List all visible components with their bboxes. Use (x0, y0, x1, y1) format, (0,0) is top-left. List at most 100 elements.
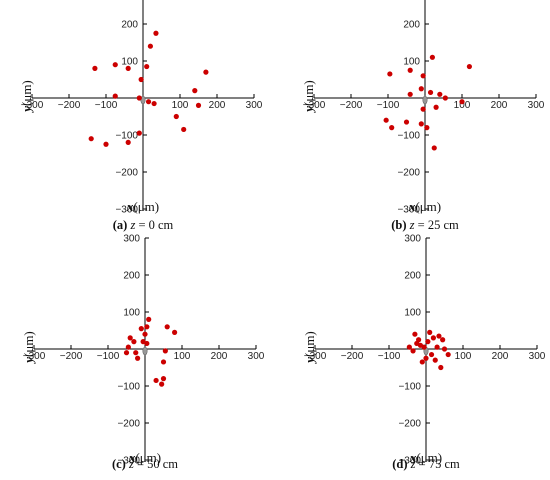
data-point (403, 119, 410, 125)
y-tick-label: −200 (117, 419, 140, 430)
x-tick-label: −300 (303, 100, 326, 111)
data-point (127, 335, 133, 341)
y-tick-label: 100 (403, 57, 420, 68)
data-point (466, 63, 472, 70)
data-point (146, 316, 152, 322)
data-point (136, 95, 142, 101)
y-tick-label: 100 (121, 57, 138, 68)
data-point (138, 76, 144, 83)
data-point (103, 141, 109, 147)
data-point (195, 102, 202, 108)
y-tick-label: −300 (117, 456, 140, 467)
y-axis-unit: (μm) (21, 331, 36, 357)
caption-value: = 50 cm (134, 457, 178, 471)
x-tick-label: −100 (97, 351, 120, 362)
x-tick-label: 300 (248, 351, 265, 362)
data-point (142, 331, 148, 337)
data-point (123, 350, 130, 356)
y-axis-unit: (μm) (19, 80, 34, 106)
data-point (147, 43, 153, 49)
x-axis-variable: x (126, 199, 134, 214)
caption-variable: z (129, 218, 135, 232)
data-point (428, 351, 435, 358)
x-tick-label: 100 (174, 351, 191, 362)
data-point (164, 324, 170, 330)
y-tick-label: −200 (397, 168, 420, 179)
data-point (112, 62, 118, 68)
origin-marker (142, 346, 148, 356)
y-axis-label: y(μm) (302, 331, 317, 365)
y-tick-label: 200 (121, 20, 138, 31)
x-tick-label: 100 (454, 100, 471, 111)
y-tick-label: 200 (404, 271, 421, 282)
y-axis-label: y(μm) (301, 80, 316, 114)
x-axis-unit: (μm) (416, 450, 442, 465)
data-point (412, 331, 418, 337)
y-tick-label: −100 (397, 131, 420, 142)
chart-panel: −300−200−100100200300300200100−100−200−3… (19, 0, 263, 232)
x-tick-label: 200 (491, 100, 508, 111)
x-axis-label: x(μm) (409, 450, 442, 465)
x-tick-label: 300 (246, 100, 263, 111)
x-tick-label: −200 (58, 100, 81, 111)
x-tick-label: −200 (60, 351, 83, 362)
data-point (135, 355, 141, 361)
x-tick-label: 200 (492, 351, 509, 362)
y-tick-label: 100 (123, 308, 140, 319)
data-point (421, 344, 427, 350)
x-axis-label: x(μm) (128, 450, 161, 465)
x-tick-label: 300 (529, 351, 546, 362)
x-tick-label: −100 (378, 351, 401, 362)
y-tick-label: −200 (115, 168, 138, 179)
y-tick-label: −200 (398, 419, 421, 430)
x-tick-label: 200 (211, 351, 228, 362)
caption-tag: (c) (112, 457, 129, 471)
data-point (144, 340, 150, 347)
data-point (427, 329, 433, 335)
panel-caption: (d) z = 75 cm (392, 457, 460, 471)
y-tick-label: 200 (403, 20, 420, 31)
x-axis-label: x(μm) (126, 199, 159, 214)
data-point (424, 125, 430, 131)
caption-variable: z (410, 457, 416, 471)
caption-variable: z (128, 457, 134, 471)
x-axis-variable: x (409, 450, 417, 465)
data-point (427, 89, 434, 96)
data-point (159, 381, 165, 387)
caption-tag: (a) (113, 218, 131, 232)
data-point (423, 355, 429, 361)
data-point (459, 99, 465, 105)
data-point (203, 69, 209, 75)
caption-variable: z (409, 218, 415, 232)
data-point (442, 95, 448, 101)
data-point (440, 337, 446, 343)
data-point (144, 63, 150, 70)
y-axis-unit: (μm) (301, 80, 316, 106)
y-axis-label: y(μm) (19, 80, 34, 114)
data-point (414, 340, 420, 347)
data-point (145, 99, 152, 105)
x-axis-unit: (μm) (133, 199, 159, 214)
data-point (173, 113, 179, 120)
x-tick-label: −200 (341, 351, 364, 362)
x-tick-label: −300 (304, 351, 327, 362)
data-point (420, 73, 426, 79)
panel-caption: (c) z = 50 cm (112, 457, 178, 471)
data-point (151, 100, 157, 107)
data-point (112, 93, 118, 99)
data-point (410, 348, 416, 354)
data-point (434, 344, 440, 350)
x-axis-unit: (μm) (135, 450, 161, 465)
data-point (125, 344, 131, 350)
y-axis-variable: y (302, 357, 317, 365)
data-point (131, 339, 137, 345)
x-tick-label: −300 (21, 100, 44, 111)
caption-value: = 75 cm (416, 457, 460, 471)
data-point (192, 88, 198, 94)
data-point (436, 333, 442, 339)
data-point (437, 91, 443, 97)
data-point (125, 65, 131, 71)
